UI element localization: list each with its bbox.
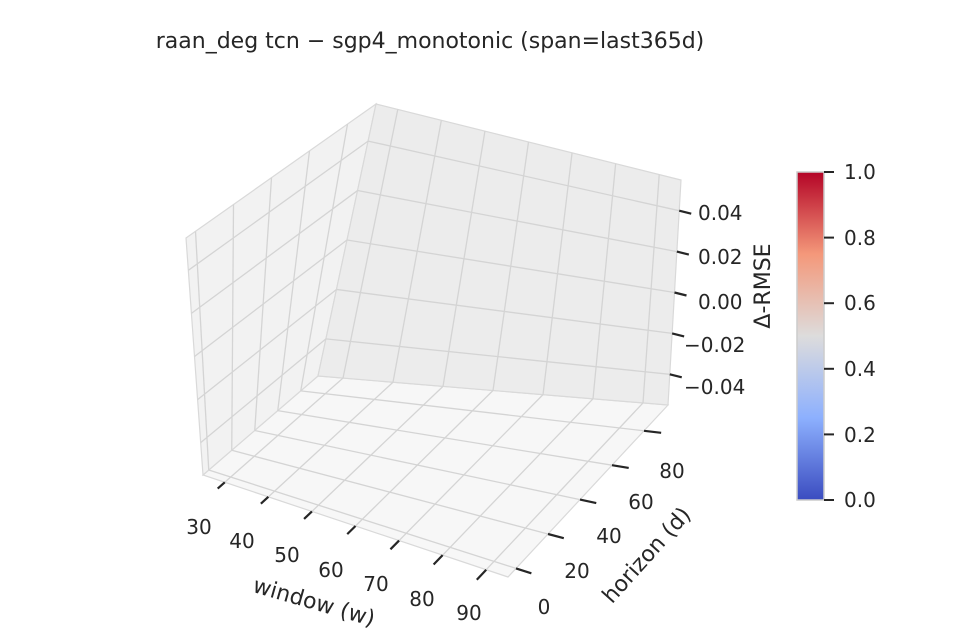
x-tick-labels: 30 40 50 60 70 80 90	[186, 515, 481, 625]
grid-line-z	[346, 239, 675, 294]
y-tick-label: 80	[659, 459, 684, 483]
grid-line-y	[300, 390, 645, 432]
grid-line-x	[442, 398, 594, 556]
x-tick-label: 60	[318, 558, 343, 582]
colorbar-tick-label: 0.6	[844, 291, 876, 315]
x-tick	[432, 554, 444, 566]
tick-marks	[216, 209, 692, 581]
colorbar-tick-label: 1.0	[844, 160, 876, 184]
x-tick-label: 30	[186, 515, 211, 539]
y-tick	[611, 464, 629, 470]
colorbar-tick-label: 0.8	[844, 226, 876, 250]
x-tick-label: 50	[274, 543, 299, 567]
grid-line-z	[325, 338, 670, 375]
colorbar: 1.0 0.8 0.6 0.4 0.2 0.0	[796, 160, 876, 512]
z-tick-label: 0.02	[698, 245, 743, 269]
grid-line-y	[254, 429, 581, 501]
y-tick-label: 40	[596, 524, 621, 548]
y-tick	[643, 429, 662, 434]
grid-lines	[187, 109, 680, 571]
z-tick	[671, 332, 685, 338]
grid-line-z	[197, 288, 337, 401]
grid-line-y	[277, 410, 613, 466]
colorbar-tick-label: 0.4	[844, 357, 876, 381]
colorbar-tick-label: 0.0	[844, 488, 876, 512]
z-tick-labels: 0.04 0.02 0.00 −0.02 −0.04	[684, 201, 745, 399]
grid-line-y	[208, 469, 517, 570]
grid-line-x	[355, 390, 494, 527]
grid-line-z	[187, 140, 369, 271]
y-axis-label: horizon (d)	[598, 503, 697, 609]
x-tick-label: 80	[409, 587, 434, 611]
z-tick-label: −0.04	[684, 375, 745, 399]
x-tick	[389, 539, 400, 551]
grid-line-z	[194, 239, 348, 358]
chart-title: raan_deg tcn − sgp4_monotonic (span=last…	[156, 29, 705, 54]
grid-line-x	[224, 377, 344, 483]
z-tick	[669, 373, 683, 379]
grid-line-z	[357, 189, 677, 253]
z-tick-label: 0.00	[698, 290, 743, 314]
y-tick-label: 0	[538, 595, 551, 619]
x-tick-label: 40	[229, 529, 254, 553]
y-tick-label: 60	[628, 490, 653, 514]
grid-line-z	[191, 190, 358, 314]
z-tick-label: 0.04	[698, 201, 743, 225]
x-tick-label: 90	[456, 601, 481, 625]
x-tick	[260, 496, 270, 505]
y-tick-labels: 0 20 40 60 80	[538, 459, 685, 619]
z-tick	[676, 250, 690, 256]
x-tick	[346, 525, 357, 535]
grid-line-y	[231, 449, 549, 535]
plot-area-3d	[185, 102, 692, 581]
grid-line-z	[200, 338, 327, 444]
x-tick	[303, 510, 313, 520]
grid-line-z	[367, 140, 680, 212]
y-tick	[547, 532, 565, 540]
grid-line-x	[267, 381, 394, 498]
grid-line-x	[311, 385, 444, 512]
grid-line-x	[398, 394, 544, 542]
x-tick-label: 70	[363, 572, 388, 596]
grid-line-x	[485, 402, 644, 571]
y-tick-label: 20	[564, 559, 589, 583]
z-tick-label: −0.02	[684, 333, 745, 357]
pane-back-right	[317, 103, 682, 406]
z-tick	[678, 209, 692, 215]
x-tick	[216, 481, 226, 490]
z-axis-label: Δ-RMSE	[751, 243, 776, 328]
colorbar-tick-labels: 1.0 0.8 0.6 0.4 0.2 0.0	[844, 160, 876, 512]
y-tick	[579, 498, 597, 505]
colorbar-tick-label: 0.2	[844, 423, 876, 447]
colorbar-gradient	[796, 171, 825, 501]
x-axis-label: window (w)	[250, 573, 378, 632]
colorbar-ticks	[824, 171, 834, 501]
z-tick	[674, 291, 687, 297]
x-tick	[476, 568, 488, 581]
grid-line-z	[336, 288, 673, 335]
y-tick	[515, 567, 532, 575]
